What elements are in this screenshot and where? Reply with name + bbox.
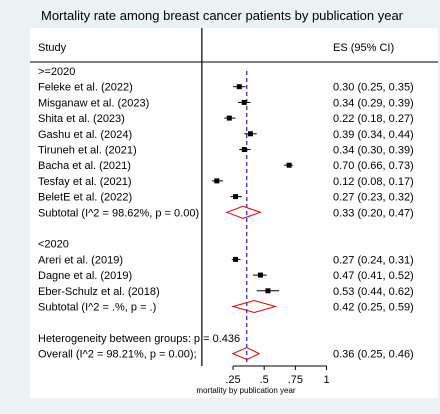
group-label: <2020 xyxy=(38,239,69,251)
subtotal-label: Subtotal (I^2 = 98.62%, p = 0.00) xyxy=(38,207,199,219)
study-label: Misganaw et al. (2023) xyxy=(38,97,149,109)
overall-label: Overall (I^2 = 98.21%, p = 0.00); xyxy=(38,349,197,361)
study-label: Tiruneh et al. (2021) xyxy=(38,145,137,157)
study-es-text: 0.30 (0.25, 0.35) xyxy=(333,82,414,94)
study-label: Dagne et al. (2019) xyxy=(38,270,132,282)
study-es-text: 0.27 (0.23, 0.32) xyxy=(333,192,414,204)
study-es-text: 0.53 (0.44, 0.62) xyxy=(333,286,414,298)
column-header-es: ES (95% CI) xyxy=(333,42,394,54)
study-marker xyxy=(226,115,232,121)
study-es-text: 0.12 (0.08, 0.17) xyxy=(333,176,414,188)
study-marker xyxy=(286,162,292,168)
group-label: >=2020 xyxy=(38,66,75,78)
study-es-text: 0.47 (0.41, 0.52) xyxy=(333,270,414,282)
heterogeneity-note: Heterogeneity between groups: p = 0.436 xyxy=(38,333,240,345)
study-marker xyxy=(236,84,242,90)
study-label: Eber-Schulz et al. (2018) xyxy=(38,286,160,298)
subtotal-diamond xyxy=(225,205,262,219)
x-tick-label: .75 xyxy=(288,374,303,386)
study-es-text: 0.39 (0.34, 0.44) xyxy=(333,129,414,141)
x-tick-label: .5 xyxy=(260,374,269,386)
study-es-text: 0.22 (0.18, 0.27) xyxy=(333,113,414,125)
study-label: BeletE et al. (2022) xyxy=(38,192,132,204)
chart-title: Mortality rate among breast cancer patie… xyxy=(41,8,404,23)
subtotal-es-text: 0.33 (0.20, 0.47) xyxy=(333,207,414,219)
study-label: Bacha et al. (2021) xyxy=(38,160,131,172)
subtotal-label: Subtotal (I^2 = .%, p = .) xyxy=(38,302,156,314)
study-marker xyxy=(265,288,271,294)
study-marker xyxy=(241,147,247,152)
study-label: Feleke et al. (2022) xyxy=(38,82,133,94)
x-tick-label: .25 xyxy=(225,374,240,386)
x-tick-label: 1 xyxy=(323,374,329,386)
subtotal-es-text: 0.42 (0.25, 0.59) xyxy=(333,302,414,314)
x-axis-title: mortality by publication year xyxy=(196,386,295,395)
study-marker xyxy=(233,194,239,200)
study-marker xyxy=(214,178,220,184)
study-label: Shita et al. (2023) xyxy=(38,113,125,125)
study-marker xyxy=(257,272,263,278)
study-label: Areri et al. (2019) xyxy=(38,254,123,266)
study-es-text: 0.34 (0.29, 0.39) xyxy=(333,97,414,109)
overall-diamond xyxy=(231,347,261,361)
study-es-text: 0.70 (0.66, 0.73) xyxy=(333,160,414,172)
column-header-study: Study xyxy=(38,42,67,54)
study-marker xyxy=(247,131,253,137)
subtotal-diamond xyxy=(231,299,278,314)
study-label: Tesfay et al. (2021) xyxy=(38,176,132,188)
study-marker xyxy=(233,256,239,262)
plot-panel xyxy=(30,28,438,398)
study-label: Gashu et al. (2024) xyxy=(38,129,132,141)
study-es-text: 0.27 (0.24, 0.31) xyxy=(333,254,414,266)
overall-es-text: 0.36 (0.25, 0.46) xyxy=(333,349,414,361)
study-marker xyxy=(241,99,247,105)
study-es-text: 0.34 (0.30, 0.39) xyxy=(333,145,414,157)
